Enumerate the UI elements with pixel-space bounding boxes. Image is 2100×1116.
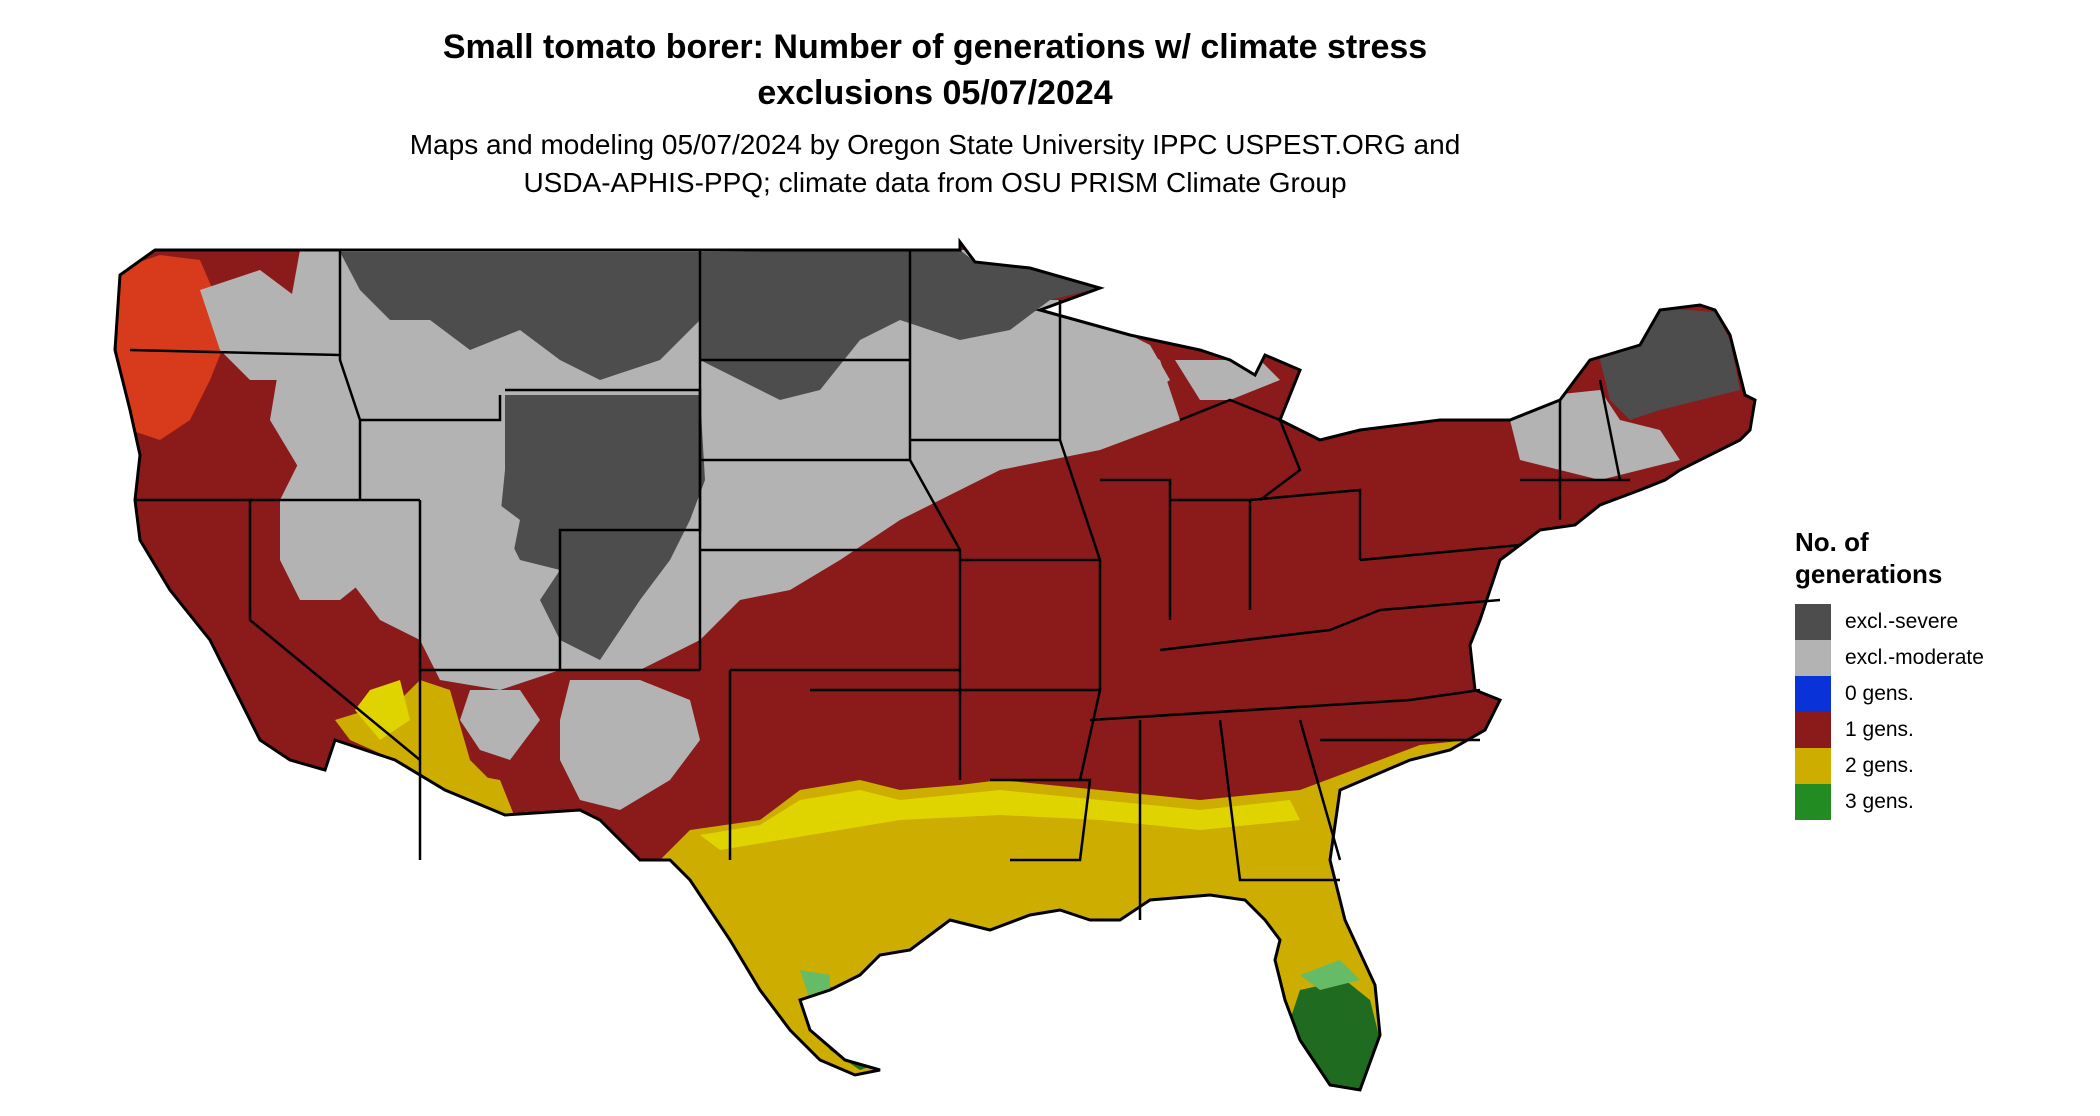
border-mt-id (360, 395, 502, 422)
legend-label-excl-moderate: excl.-moderate (1845, 646, 1984, 669)
legend-title-line-1: No. of (1795, 527, 1869, 557)
legend-label-1-gens: 1 gens. (1845, 718, 1914, 741)
border-pa-ny (1359, 543, 1521, 562)
border-va-nc (1379, 598, 1501, 612)
region-gen1-bright-coast (115, 255, 230, 440)
border-mississippi (1058, 300, 1102, 690)
region-gen2-bright-california (355, 680, 410, 740)
border-tn-ms-al-ga (1089, 688, 1481, 722)
region-moderate-utah (410, 490, 520, 600)
border-il-in (1100, 478, 1172, 620)
legend-item-2-gens: 2 gens. (1795, 748, 2015, 784)
region-severe-wyoming-colorado (500, 395, 705, 660)
region-moderate-great-basin (280, 460, 400, 600)
legend-swatch-2-gens (1795, 748, 1831, 784)
region-severe-montana (340, 252, 700, 380)
map-subtitle: Maps and modeling 05/07/2024 by Oregon S… (0, 126, 1870, 202)
legend-label-2-gens: 2 gens. (1845, 754, 1914, 777)
legend-swatch-0-gens (1795, 676, 1831, 712)
legend-swatch-1-gens (1795, 712, 1831, 748)
title-line-1: Small tomato borer: Number of generation… (442, 28, 1428, 66)
legend-item-1-gens: 1 gens. (1795, 712, 2015, 748)
border-id-west (338, 250, 362, 500)
border-mn-ia-mo-west (908, 250, 962, 690)
subtitle-line-2: USDA-APHIS-PPQ; climate data from OSU PR… (523, 167, 1347, 198)
legend-label-3-gens: 3 gens. (1845, 790, 1914, 813)
region-gen3-florida (1290, 980, 1380, 1090)
legend-title: No. of generations (1795, 526, 2015, 590)
legend-item-excl-moderate: excl.-moderate (1795, 640, 2015, 676)
legend-label-0-gens: 0 gens. (1845, 682, 1914, 705)
region-severe-dakotas-mn (700, 250, 1100, 400)
border-ga-sc (1298, 719, 1342, 861)
border-michigan (1179, 398, 1302, 501)
border-oh-pa (1249, 488, 1362, 560)
state-borders (129, 250, 1630, 920)
region-gen3-light-florida (1300, 960, 1360, 990)
legend-label-excl-severe: excl.-severe (1845, 610, 1959, 633)
region-moderate-wisconsin (1030, 320, 1170, 410)
border-nh-me (1598, 379, 1622, 481)
legend: No. of generations excl.-severe excl.-mo… (1795, 526, 2015, 820)
title-line-2: exclusions 05/07/2024 (757, 74, 1113, 112)
border-ar-la (990, 778, 1092, 862)
region-moderate-north (270, 250, 1180, 690)
region-gen2-bright-edge (700, 790, 1300, 850)
legend-swatch-excl-moderate (1795, 640, 1831, 676)
legend-item-3-gens: 3 gens. (1795, 784, 2015, 820)
legend-item-0-gens: 0 gens. (1795, 676, 2015, 712)
region-moderate-new-mexico (560, 680, 700, 810)
border-ca-nv (248, 500, 421, 761)
subtitle-line-1: Maps and modeling 05/07/2024 by Oregon S… (409, 129, 1461, 160)
region-moderate-new-england (1505, 390, 1680, 480)
legend-swatch-3-gens (1795, 784, 1831, 820)
border-al-ga-fl (1218, 719, 1340, 882)
map-title: Small tomato borer: Number of generation… (0, 24, 1870, 116)
legend-item-excl-severe: excl.-severe (1795, 604, 2015, 640)
border-wa-or (129, 348, 341, 357)
legend-swatch-excl-severe (1795, 604, 1831, 640)
legend-title-line-2: generations (1795, 559, 1943, 589)
border-ky-tn (1159, 608, 1381, 652)
region-moderate-arizona (460, 690, 540, 760)
